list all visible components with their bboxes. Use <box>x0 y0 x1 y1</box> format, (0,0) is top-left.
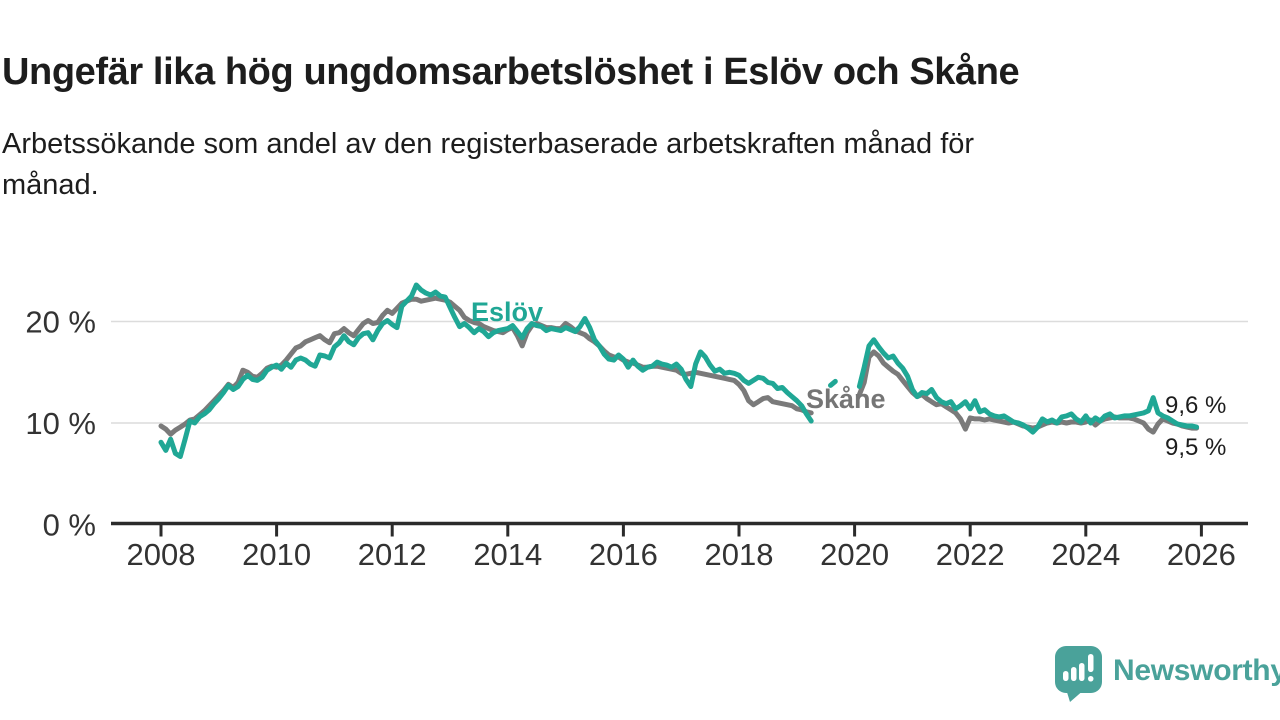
x-axis-tick-label: 2018 <box>705 537 774 572</box>
x-axis-tick-label: 2010 <box>242 537 311 572</box>
x-axis-tick-label: 2022 <box>936 537 1005 572</box>
eslov-series-label: Eslöv <box>471 297 544 327</box>
skane-end-value-label: 9,5 % <box>1165 434 1227 461</box>
skane-series-label: Skåne <box>806 384 886 414</box>
series-line-eslov <box>856 337 1200 435</box>
x-axis-tick-label: 2024 <box>1051 537 1120 572</box>
x-axis-tick-label: 2008 <box>127 537 196 572</box>
x-axis-tick-label: 2012 <box>358 537 427 572</box>
x-axis-tick-label: 2014 <box>473 537 542 572</box>
newsworthy-logo-icon <box>1055 646 1102 702</box>
x-axis-tick-label: 2026 <box>1167 537 1236 572</box>
newsworthy-logo-text: Newsworthy <box>1113 654 1280 687</box>
chart-subtitle-line2: månad. <box>2 169 99 201</box>
chart-subtitle: Arbetssökande som andel av den registerb… <box>2 124 974 206</box>
series-line-eslov <box>828 378 838 388</box>
x-axis-tick-label: 2016 <box>589 537 658 572</box>
series-line-eslov <box>158 282 814 459</box>
eslov-end-value-label: 9,6 % <box>1165 392 1227 419</box>
page-title: Ungefär lika hög ungdomsarbetslöshet i E… <box>2 51 1020 94</box>
newsworthy-logo[interactable]: Newsworthy <box>1054 645 1280 703</box>
y-axis-tick-label: 20 % <box>25 305 96 340</box>
y-axis-tick-label: 10 % <box>25 406 96 441</box>
series-line-skane <box>856 349 1200 435</box>
chart-subtitle-line1: Arbetssökande som andel av den registerb… <box>2 128 975 160</box>
x-axis-tick-label: 2020 <box>820 537 889 572</box>
y-axis-tick-label: 0 % <box>43 508 96 543</box>
